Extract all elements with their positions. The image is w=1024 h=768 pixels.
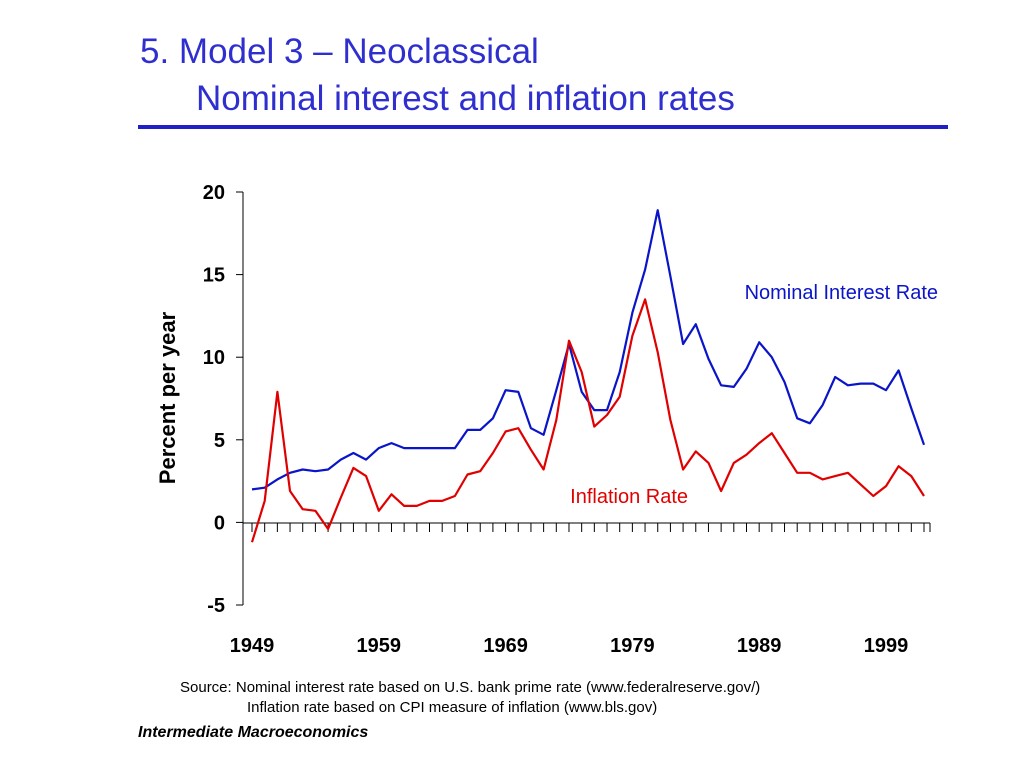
footer-course-name: Intermediate Macroeconomics	[138, 724, 369, 741]
x-tick-label: 1989	[737, 635, 782, 657]
x-tick-label: 1999	[864, 635, 909, 657]
y-tick-label: 5	[214, 430, 225, 452]
y-axis-label: Percent per year	[155, 311, 180, 485]
source-note: Source: Nominal interest rate based on U…	[180, 678, 760, 718]
title-underline	[138, 125, 948, 129]
y-tick-label: -5	[207, 595, 225, 617]
source-line-1: Source: Nominal interest rate based on U…	[180, 679, 761, 696]
y-tick-label: 10	[203, 347, 225, 369]
source-line-2: Inflation rate based on CPI measure of i…	[247, 699, 658, 716]
series-line-inflation	[250, 298, 925, 543]
title-line-2: Nominal interest and inflation rates	[196, 79, 735, 118]
y-tick-label: 20	[203, 182, 225, 204]
series-label-inflation: Inflation Rate	[570, 486, 688, 508]
x-tick-label: 1979	[610, 635, 655, 657]
series-line-nominal-interest	[251, 209, 926, 491]
x-tick-label: 1959	[357, 635, 402, 657]
series-label-nominal-interest: Nominal Interest Rate	[745, 282, 938, 304]
y-tick-label: 15	[203, 265, 225, 287]
slide-title: 5. Model 3 – Neoclassical Nominal intere…	[140, 28, 735, 122]
y-tick-label: 0	[214, 512, 225, 534]
x-tick-label: 1969	[483, 635, 528, 657]
title-line-1: 5. Model 3 – Neoclassical	[140, 32, 539, 71]
x-tick-label: 1949	[230, 635, 275, 657]
